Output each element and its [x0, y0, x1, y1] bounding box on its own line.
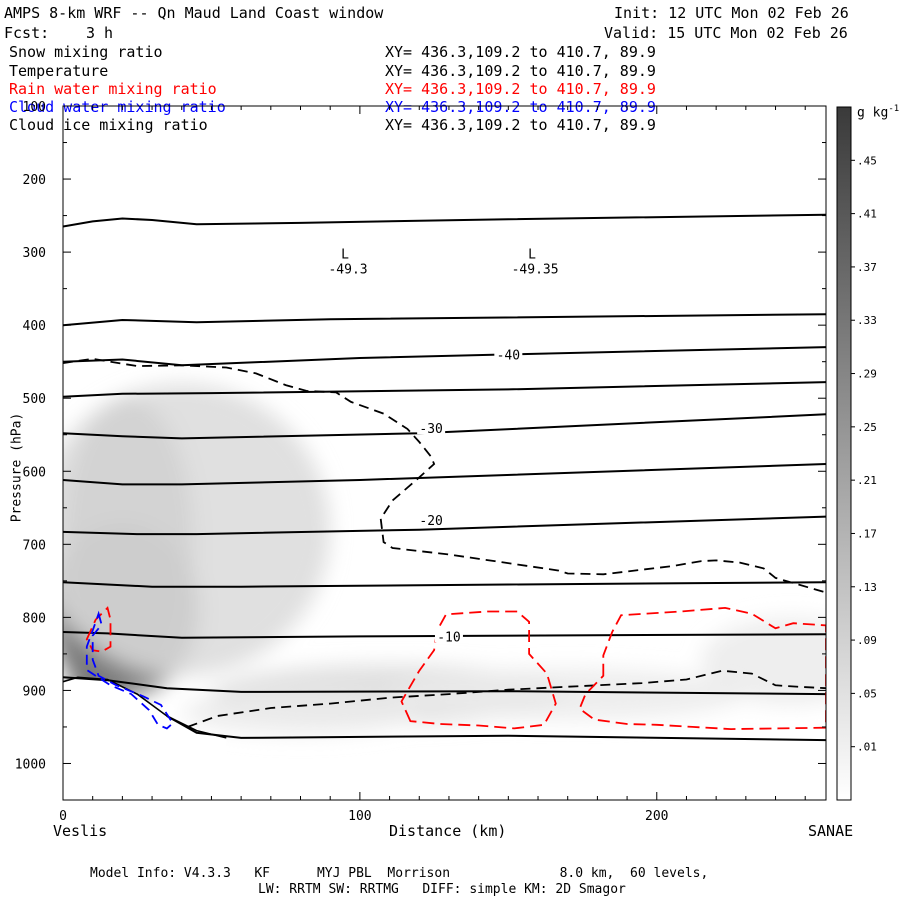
colorbar-label: .41 — [857, 208, 877, 221]
cloud-water-contour — [85, 610, 174, 730]
temperature-isotherm — [63, 515, 826, 536]
colorbar-label: .09 — [857, 634, 877, 647]
temperature-isotherm — [63, 346, 826, 367]
field-name: Temperature — [9, 62, 109, 80]
colorbar-label: .25 — [857, 421, 877, 434]
low-marker: L — [341, 247, 349, 262]
y-axis-label: Pressure (hPa) — [9, 412, 25, 523]
snow-shading-blob — [181, 690, 420, 735]
field-name: Cloud ice mixing ratio — [9, 116, 208, 134]
rain-water-contour — [578, 606, 826, 731]
temperature-isotherm — [63, 413, 826, 440]
y-tick-label: 200 — [23, 173, 46, 188]
y-tick-label: 800 — [23, 611, 46, 626]
temperature-isotherm — [166, 715, 826, 742]
y-tick-label: 100 — [23, 100, 46, 115]
snow-shading-blob — [701, 617, 826, 706]
x-tick-label: 100 — [348, 809, 371, 824]
cloud-ice-contour — [63, 357, 826, 594]
y-tick-label: 600 — [23, 465, 46, 480]
x-start-location: Veslis — [53, 822, 108, 840]
colorbar-label: .05 — [857, 687, 877, 700]
contour-lines — [63, 213, 826, 742]
y-tick-label: 900 — [23, 684, 46, 699]
isotherm-label-bg — [494, 346, 523, 361]
field-xy: XY= 436.3,109.2 to 410.7, 89.9 — [385, 116, 656, 134]
y-tick-label: 700 — [23, 538, 46, 553]
field-xy: XY= 436.3,109.2 to 410.7, 89.9 — [385, 98, 656, 116]
colorbar-label: .45 — [857, 154, 877, 167]
low-value: -49.35 — [512, 262, 559, 277]
isotherm-label: -40 — [497, 348, 520, 363]
colorbar-label: .29 — [857, 368, 877, 381]
cloud-ice-contour — [187, 669, 826, 728]
x-tick-label: 200 — [645, 809, 668, 824]
low-marker: L — [528, 247, 536, 262]
chart-title: AMPS 8-km WRF -- Qn Maud Land Coast wind… — [4, 4, 384, 22]
plot-frame — [62, 105, 827, 801]
isotherm-label: -30 — [419, 422, 442, 437]
valid-time: Valid: 15 UTC Mon 02 Feb 26 — [604, 24, 848, 42]
temperature-isotherm — [63, 381, 826, 398]
model-physics: LW: RRTM SW: RRTMG DIFF: simple KM: 2D S… — [258, 882, 626, 897]
colorbar: .45 .41 .37 .33 .29 .25 .21 .17 .13 .09 .05 .01 — [836, 106, 877, 801]
model-info: Model Info: V4.3.3 KF MYJ PBL Morrison 8… — [90, 866, 709, 881]
colorbar-unit: g kg-1 — [857, 104, 900, 121]
y-tick-label: 1000 — [15, 757, 46, 772]
terrain-mask — [63, 677, 227, 800]
isotherm-label-bg — [417, 512, 446, 527]
field-name: Rain water mixing ratio — [9, 80, 217, 98]
colorbar-label: .33 — [857, 314, 877, 327]
temperature-isotherm — [63, 213, 826, 228]
field-name: Snow mixing ratio — [9, 43, 163, 61]
y-axis: 100 200 300 400 500 600 700 800 900 1000 — [15, 100, 826, 801]
field-name: Cloud water mixing ratio — [9, 98, 226, 116]
field-xy: XY= 436.3,109.2 to 410.7, 89.9 — [385, 80, 656, 98]
field-xy: XY= 436.3,109.2 to 410.7, 89.9 — [385, 43, 656, 61]
colorbar-label: .01 — [857, 741, 877, 754]
colorbar-label: .13 — [857, 581, 877, 594]
terrain-surface — [63, 676, 227, 739]
x-end-location: SANAE — [808, 822, 854, 840]
contour-labels: -40-30-20-10L-49.3L-49.35 — [328, 247, 558, 645]
isotherm-label-bg — [434, 628, 463, 643]
forecast-hours: 3 h — [86, 24, 114, 42]
snow-shading-blob — [63, 383, 331, 676]
rain-water-contour — [400, 610, 557, 730]
isotherm-label: -10 — [437, 630, 460, 645]
snow-shading — [63, 383, 826, 800]
x-tick-label: 0 — [59, 809, 67, 824]
temperature-isotherm — [63, 313, 826, 327]
field-xy: XY= 436.3,109.2 to 410.7, 89.9 — [385, 62, 656, 80]
colorbar-label: .21 — [857, 474, 877, 487]
snow-shading-blobs — [63, 383, 826, 735]
y-tick-label: 300 — [23, 246, 46, 261]
forecast-label: Fcst: — [4, 24, 50, 42]
low-value: -49.3 — [328, 262, 367, 277]
temperature-isotherm — [63, 463, 826, 486]
colorbar-label: .17 — [857, 527, 877, 540]
y-tick-label: 400 — [23, 319, 46, 334]
colorbar-ramp — [836, 106, 852, 801]
isotherm-label-bg — [417, 420, 446, 435]
y-tick-label: 500 — [23, 392, 46, 407]
x-axis: 0 100 200 — [59, 106, 806, 824]
colorbar-label: .37 — [857, 261, 877, 274]
init-time: Init: 12 UTC Mon 02 Feb 26 — [614, 4, 849, 22]
isotherm-label: -20 — [419, 514, 442, 529]
temperature-isotherm — [63, 581, 826, 588]
x-axis-label: Distance (km) — [389, 822, 507, 840]
